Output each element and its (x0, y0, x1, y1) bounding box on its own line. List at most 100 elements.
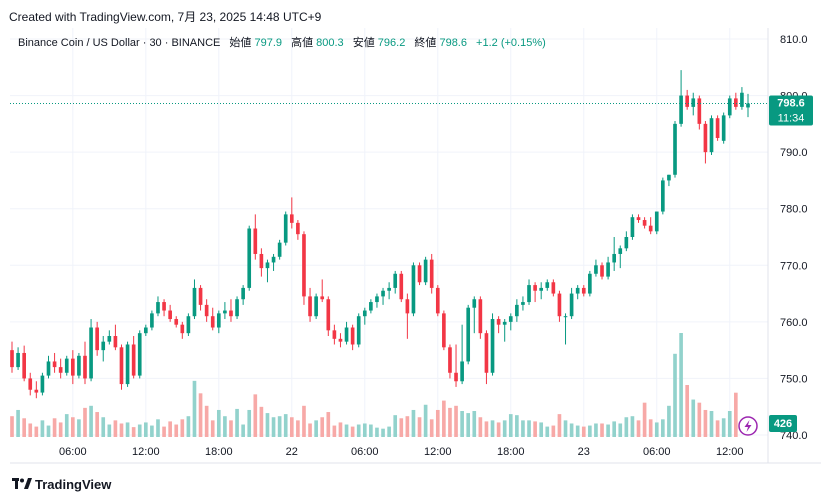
candle (727, 95, 732, 119)
volume-bar (308, 423, 312, 437)
candle (442, 310, 446, 351)
candle-body (156, 302, 160, 314)
candle (624, 231, 629, 252)
candle-body (338, 338, 343, 342)
volume-bar (533, 421, 537, 437)
volume-bar (630, 416, 635, 437)
candle (478, 296, 483, 339)
volume-bar (162, 426, 166, 437)
volume-bar (721, 418, 726, 437)
candle-body (515, 304, 519, 317)
candle (192, 279, 197, 320)
volume-bar (636, 420, 641, 437)
volume-bar (448, 407, 452, 437)
candle-body (223, 310, 227, 314)
candle-body (143, 327, 148, 334)
legend-open-value: 797.9 (254, 37, 282, 49)
legend: Binance Coin / US Dollar · 30 · BINANCE … (18, 35, 546, 49)
candle (308, 287, 312, 322)
volume-bar (508, 414, 513, 437)
candle (399, 270, 404, 303)
volume-bar (180, 419, 185, 437)
candle-body (496, 319, 501, 325)
candle-body (34, 389, 39, 393)
candle (411, 262, 416, 317)
volume-bar (563, 420, 568, 437)
candle (697, 95, 702, 130)
candle (83, 341, 87, 385)
candle-body (575, 287, 580, 294)
candle-body (283, 214, 288, 243)
candle (423, 256, 428, 286)
candle-body (241, 287, 245, 300)
candle-body (417, 265, 422, 283)
volume-bar (277, 416, 282, 437)
candle-body (332, 330, 337, 339)
volume-bar (709, 411, 714, 437)
volume-bar (369, 424, 373, 437)
volume-bar (618, 423, 623, 437)
candle (667, 174, 671, 187)
candle (466, 304, 471, 365)
candle-body (247, 228, 252, 288)
candle-body (557, 293, 562, 317)
candle-body (685, 95, 689, 107)
candle-body (673, 123, 677, 175)
volume-bar (661, 419, 665, 437)
volume-tag: 426 (769, 415, 797, 432)
volume-bar (46, 425, 51, 437)
candle (10, 341, 14, 373)
lightning-icon[interactable] (738, 416, 758, 436)
time-tick-label: 12:00 (424, 446, 452, 458)
tradingview-logo-icon (12, 478, 32, 489)
candle-body (527, 285, 531, 303)
candle-body (721, 115, 726, 141)
candle-body (125, 344, 130, 385)
grid-lines (10, 28, 768, 437)
candle-body (71, 358, 75, 376)
plot-area[interactable] (10, 28, 768, 437)
volume-bar (496, 422, 501, 437)
last-price-tag: 798.6 11:34 (769, 95, 813, 126)
volume-bar (478, 417, 483, 437)
candle-body (150, 313, 154, 328)
candle (350, 324, 355, 351)
volume-bar (332, 425, 337, 437)
candle-body (594, 265, 598, 274)
candle (204, 299, 209, 322)
candle-body (95, 327, 99, 351)
time-axis[interactable]: 06:00 12:00 18:00 22 06:00 12:00 18:00 23 06:00 1… (59, 446, 743, 458)
volume-bar (454, 405, 458, 437)
candle-body (466, 307, 471, 362)
candle (235, 296, 239, 320)
candle-body (271, 256, 276, 263)
volume-bar (204, 405, 209, 437)
candle-body (606, 262, 610, 277)
volume-bar (259, 406, 264, 437)
candle-body (16, 352, 20, 368)
candle (58, 358, 63, 379)
candle (381, 287, 385, 305)
candle-body (229, 310, 233, 317)
candle-body (435, 287, 440, 314)
volume-bar (156, 419, 160, 437)
candle-body (162, 302, 166, 311)
volume-bar (362, 423, 367, 437)
candle (557, 290, 562, 322)
candle-body (77, 355, 81, 376)
volume-bar (575, 425, 580, 437)
candle-body (484, 333, 489, 373)
candle-body (697, 98, 702, 124)
candle (387, 282, 391, 300)
legend-high-label: 高値 (291, 35, 313, 49)
candle-body (636, 217, 641, 221)
volume-bar (356, 424, 361, 437)
price-chart[interactable]: 810.0800.0790.0780.0770.0760.0750.0740.0… (0, 28, 831, 471)
volume-bar (40, 420, 45, 437)
candle-body (259, 253, 264, 269)
volume-bar (393, 415, 398, 437)
candle-body (186, 316, 191, 334)
candle (630, 214, 635, 240)
candle (551, 279, 556, 297)
